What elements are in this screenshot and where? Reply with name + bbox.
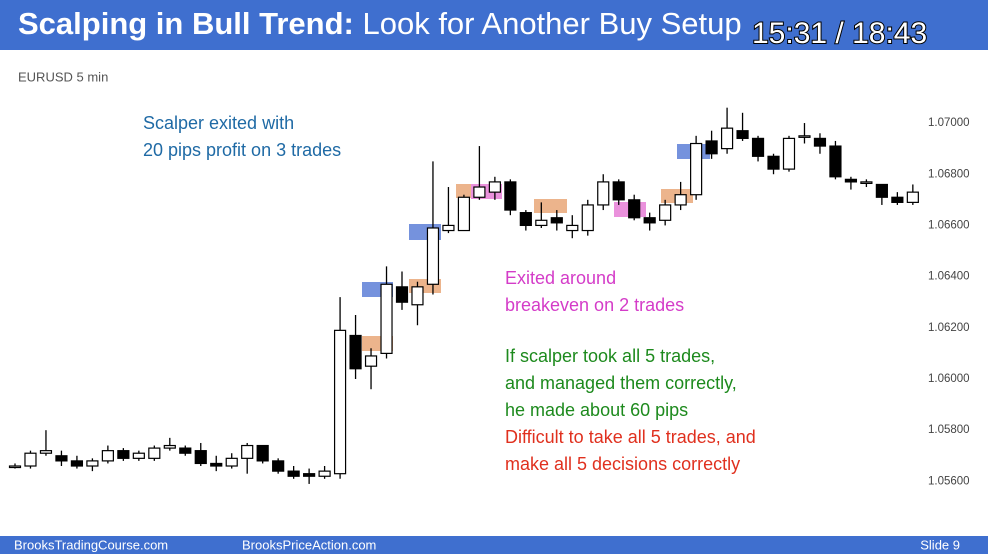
candle-body xyxy=(86,460,99,467)
candle-body xyxy=(194,450,207,465)
candle-body xyxy=(875,183,888,198)
annotation-line: and managed them correctly, xyxy=(505,373,737,393)
annotation-line: breakeven on 2 trades xyxy=(505,295,684,315)
candle-body xyxy=(333,329,347,475)
candle-body xyxy=(705,140,718,155)
annotation-line: Difficult to take all 5 trades, and xyxy=(505,427,756,447)
candle-body xyxy=(225,457,238,467)
candle-body xyxy=(519,212,532,227)
annotation-line: Scalper exited with xyxy=(143,113,294,133)
candle-body xyxy=(426,227,440,285)
candle-body xyxy=(179,447,192,454)
candle-body xyxy=(566,224,579,232)
annotation-line: If scalper took all 5 trades, xyxy=(505,346,715,366)
y-tick-label: 1.07000 xyxy=(928,117,970,129)
candle-body xyxy=(782,137,796,170)
y-tick-label: 1.05800 xyxy=(928,424,970,436)
candle-body xyxy=(720,127,734,150)
candle-body xyxy=(70,460,84,467)
candle-body xyxy=(597,181,610,206)
candle-body xyxy=(272,460,285,472)
candle-body xyxy=(844,178,858,183)
annotations: Scalper exited with 20 pips profit on 3 t… xyxy=(143,113,756,474)
candle-body xyxy=(364,355,378,367)
candle-body xyxy=(148,447,161,459)
candle-body xyxy=(891,196,904,203)
candle-body xyxy=(674,194,687,206)
candle-body xyxy=(550,217,563,224)
candle-body xyxy=(256,444,269,462)
candle-body xyxy=(581,204,594,232)
title: Scalping in Bull Trend: Look for Another… xyxy=(18,6,742,41)
chart-subtitle: EURUSD 5 min xyxy=(18,69,108,84)
candle-body xyxy=(767,155,780,170)
candle-body xyxy=(101,450,114,462)
annotation-line: make all 5 decisions correctly xyxy=(505,454,740,474)
candle-body xyxy=(303,473,316,477)
candle-body xyxy=(813,137,827,147)
candle-body xyxy=(24,452,37,467)
candle-body xyxy=(488,181,501,193)
trade-boxes xyxy=(362,144,710,351)
y-tick-label: 1.06200 xyxy=(928,322,970,334)
footer-right: Slide 9 xyxy=(920,537,960,552)
annotation-line: he made about 60 pips xyxy=(505,400,688,420)
candle-body xyxy=(163,444,176,449)
candle-body xyxy=(628,199,641,219)
title-rest: Look for Another Buy Setup xyxy=(362,6,741,41)
candle-body xyxy=(411,286,424,306)
candle-body xyxy=(643,217,656,224)
candle-body xyxy=(612,181,625,201)
candle-body xyxy=(55,455,68,462)
candle-body xyxy=(442,224,455,232)
timestamp: 15:31 / 18:43 xyxy=(752,17,927,50)
candle-body xyxy=(39,450,53,454)
candle-body xyxy=(349,334,362,370)
footer-left: BrooksTradingCourse.com xyxy=(14,537,168,552)
y-tick-label: 1.06800 xyxy=(928,168,970,180)
candle-body xyxy=(8,465,22,469)
candle-body xyxy=(736,130,749,139)
candle-body xyxy=(798,135,811,138)
candle-body xyxy=(751,137,765,157)
y-tick-label: 1.06600 xyxy=(928,219,970,231)
candle-body xyxy=(117,450,130,459)
annotation-line: Exited around xyxy=(505,268,616,288)
candle-body xyxy=(380,283,393,354)
candle-body xyxy=(287,470,300,477)
candle-body xyxy=(210,462,223,467)
candle-body xyxy=(906,191,919,203)
y-tick-label: 1.06000 xyxy=(928,373,970,385)
candle-body xyxy=(860,181,873,185)
candle-body xyxy=(829,145,842,178)
candle-body xyxy=(457,196,471,232)
candle-body xyxy=(659,204,672,221)
candle-body xyxy=(132,452,145,459)
footer-center: BrooksPriceAction.com xyxy=(242,537,376,552)
candle-body xyxy=(318,470,331,477)
y-tick-label: 1.06400 xyxy=(928,271,970,283)
footer-bar xyxy=(0,536,988,554)
candle-body xyxy=(395,286,409,303)
candle-body xyxy=(504,181,517,211)
candle-body xyxy=(473,186,486,198)
header-bar xyxy=(0,0,988,50)
candle-body xyxy=(241,444,254,459)
candle-body xyxy=(690,142,703,196)
candle-body xyxy=(535,219,548,227)
annotation-line: 20 pips profit on 3 trades xyxy=(143,140,341,160)
title-bold: Scalping in Bull Trend: xyxy=(18,6,354,41)
y-tick-label: 1.05600 xyxy=(928,475,970,487)
entry-box xyxy=(534,199,567,213)
